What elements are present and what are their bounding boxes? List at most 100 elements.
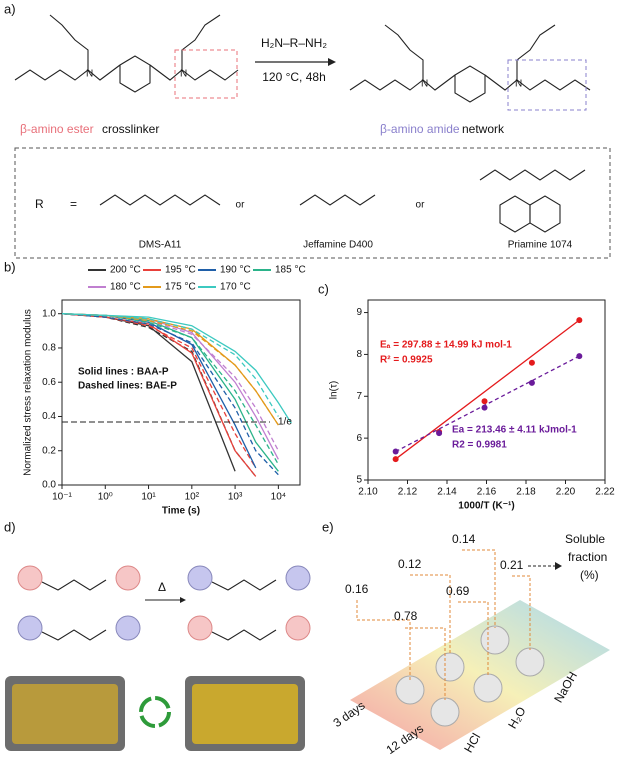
x-tick-label: 2.10 [358,487,378,498]
x-tick-label: 10⁻¹ [52,492,72,503]
conditions: 120 °C, 48h [262,70,326,84]
y-tick-label: 0.0 [42,480,56,491]
film [192,684,298,744]
recycle-icon [139,696,171,728]
ester-structure: N N [14,14,239,99]
fit-line [395,319,580,460]
y-tick-label: 6 [356,433,362,444]
data-point [528,359,535,366]
option-name: DMS-A11 [139,240,182,251]
or: or [236,200,246,211]
annotation: R² = 0.9925 [380,355,433,366]
r-symbol: R [35,197,44,211]
pink-end [17,565,43,591]
y-tick-label: 9 [356,307,362,318]
leader-lines [356,549,531,700]
legend-label: 195 °C [165,265,196,276]
title-line: (%) [580,568,599,582]
panel-label: c) [318,281,329,296]
jeffamine-chain [299,194,376,206]
data-point [481,404,488,411]
x-axis-label: 1000/T (K⁻¹) [458,501,514,512]
title-line: fraction [568,550,607,564]
data-point [392,448,399,455]
series-line [61,313,257,477]
plot-frame [61,299,301,486]
x-axis-label: Time (s) [162,506,200,517]
x-tick-label: 10¹ [141,492,156,503]
annotation: Dashed lines: BAE-P [78,381,177,392]
highlight-box [174,49,238,99]
data-point [436,430,443,437]
x-tick-label: 10³ [228,492,243,503]
x-tick-label: 2.14 [437,487,457,498]
amide-label: β-amino amide [380,122,460,136]
legend-label: 200 °C [110,265,141,276]
y-tick-label: 1.0 [42,308,56,319]
amide-structure: N N [349,24,591,111]
y-axis-label: ln(τ) [329,381,340,399]
y-axis-label: Normalized stress relaxation modulus [23,309,34,476]
y-tick-label: 7 [356,391,362,402]
priamine-ring [529,195,561,233]
fit-line [395,355,580,453]
value-3d-hcl: 0.16 [345,582,369,596]
x-tick-label: 2.22 [595,487,615,498]
x-tick-label: 10⁴ [271,492,286,503]
priamine-chain [479,169,586,181]
value-12d-naoh: 0.21 [500,558,524,572]
value-12d-hcl: 0.78 [394,609,418,623]
amide-suffix: network [462,122,505,136]
reference-label: 1/e [278,417,292,428]
series-line [61,313,257,477]
panel-label: e) [322,519,334,534]
legend-label: 170 °C [220,282,251,293]
dms-chain [99,194,221,206]
r-group-box [14,147,611,259]
atom: N [180,69,187,80]
data-point [576,317,583,324]
x-tick-label: 10² [185,492,200,503]
heat-symbol: Δ [158,580,166,594]
atom: N [421,79,428,90]
or: or [416,200,426,211]
option-name: Priamine 1074 [508,240,573,251]
x-tick-label: 10⁰ [98,492,113,503]
ester-suffix: crosslinker [102,122,159,136]
annotation: Solid lines : BAA-P [78,367,169,378]
panel-label: d) [4,519,16,534]
highlight-box [507,59,587,111]
annotation: Ea = 213.46 ± 4.11 kJmol-1 [452,425,577,436]
annotation: Eₐ = 297.88 ± 14.99 kJ mol-1 [380,340,512,351]
molecule-sketch [17,565,311,641]
data-point [528,379,535,386]
arrow-head [180,597,186,603]
y-tick-label: 5 [356,475,362,486]
legend-label: 190 °C [220,265,251,276]
y-tick-label: 0.4 [42,411,56,422]
value-3d-h2o: 0.12 [398,557,422,571]
equals: = [70,197,77,211]
value-12d-h2o: 0.69 [446,584,470,598]
x-tick-label: 2.12 [398,487,418,498]
legend-label: 185 °C [275,265,306,276]
ester-label: β-amino ester [20,122,94,136]
x-tick-label: 2.18 [516,487,536,498]
atom: N [515,79,522,90]
option-name: Jeffamine D400 [303,240,373,251]
data-point [481,398,488,405]
series-line [61,313,279,417]
atom: N [86,69,93,80]
panel-label: a) [4,1,16,16]
x-tick-label: 2.16 [477,487,497,498]
y-tick-label: 0.8 [42,343,56,354]
y-tick-label: 8 [356,349,362,360]
value-3d-naoh: 0.14 [452,532,476,546]
series-line [61,313,279,476]
reagent: H₂N–R–NH₂ [261,36,327,50]
data-point [576,353,583,360]
annotation: R2 = 0.9981 [452,440,507,451]
data-point [392,456,399,463]
y-tick-label: 0.2 [42,445,56,456]
